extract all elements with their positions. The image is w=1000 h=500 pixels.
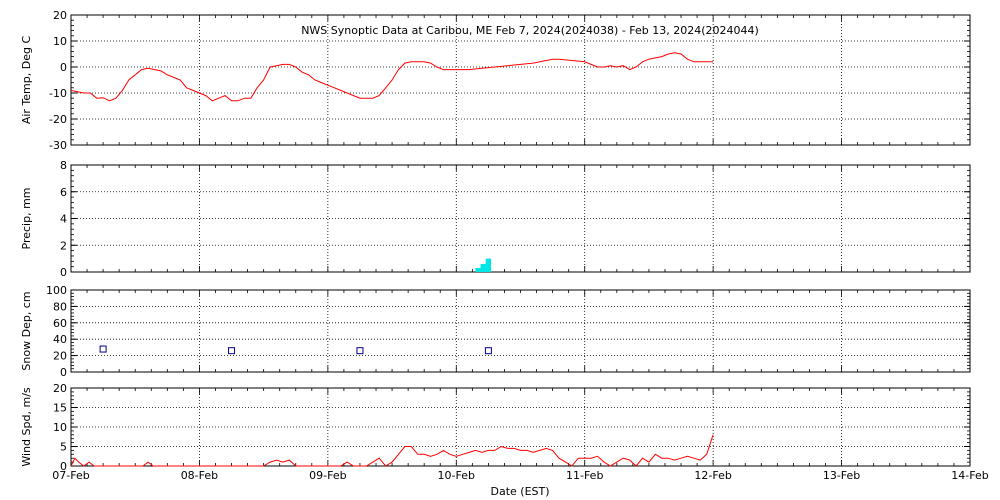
y-tick-label: 15	[53, 402, 67, 415]
y-tick-label: 4	[60, 213, 67, 226]
y-tick-label: 10	[53, 35, 67, 48]
y-tick-label: 0	[60, 61, 67, 74]
x-axis-label: Date (EST)	[490, 485, 549, 498]
y-tick-label: 100	[46, 284, 67, 297]
x-tick-label: 11-Feb	[566, 469, 603, 482]
snow-depth-point	[228, 347, 236, 355]
x-tick-label: 14-Feb	[951, 469, 988, 482]
panel-3: 0 5 10 15 20 Wind Spd, m/s	[20, 382, 971, 473]
panel-frame	[70, 387, 971, 467]
precip-bar	[485, 258, 492, 272]
x-tick-label: 12-Feb	[694, 469, 731, 482]
y-tick-label: -20	[49, 113, 67, 126]
y-tick-label: -10	[49, 87, 67, 100]
y-tick-label: 8	[60, 159, 67, 172]
x-tick-label: 13-Feb	[823, 469, 860, 482]
y-tick-label: 10	[53, 421, 67, 434]
y-axis-label: Snow Dep, cm	[20, 291, 33, 370]
x-tick-label: 10-Feb	[438, 469, 475, 482]
snow-depth-point	[356, 347, 364, 355]
y-tick-label: 20	[53, 350, 67, 363]
y-tick-label: 80	[53, 300, 67, 313]
y-tick-label: 40	[53, 333, 67, 346]
snow-depth-point	[99, 345, 107, 353]
precip-bar	[475, 267, 481, 272]
series-line	[70, 434, 714, 467]
panel-2: 0 20 40 60 80 100 Snow Dep, cm	[20, 284, 971, 379]
y-tick-label: 60	[53, 317, 67, 330]
y-tick-label: -30	[49, 139, 67, 152]
y-axis-label: Wind Spd, m/s	[20, 387, 33, 467]
panel-1: 0 2 4 6 8 Precip, mm	[20, 159, 971, 279]
series-line	[70, 52, 714, 102]
y-tick-label: 20	[53, 382, 67, 395]
panel-0: -30 -20 -10 0 10 20 Air Temp, Deg C	[20, 9, 971, 152]
y-tick-label: 20	[53, 9, 67, 22]
snow-depth-point	[484, 347, 492, 355]
y-tick-label: 0	[60, 266, 67, 279]
y-tick-label: 5	[60, 441, 67, 454]
y-tick-label: 0	[60, 460, 67, 473]
panel-frame	[70, 14, 971, 146]
x-tick-label: 09-Feb	[309, 469, 346, 482]
panel-frame	[70, 164, 971, 273]
y-tick-label: 0	[60, 366, 67, 379]
chart-panels: -30 -20 -10 0 10 20 Air Temp, Deg C 0 2 4 6 8 Precip…	[20, 9, 971, 473]
y-axis-label: Precip, mm	[20, 188, 33, 250]
x-axis: 07-Feb 08-Feb 09-Feb 10-Feb 11-Feb 12-Feb 13-F…	[52, 469, 988, 482]
x-tick-label: 08-Feb	[181, 469, 218, 482]
y-tick-label: 2	[60, 239, 67, 252]
panel-frame	[70, 289, 971, 373]
chart-title: NWS Synoptic Data at Caribou, ME Feb 7, …	[301, 24, 759, 37]
y-tick-label: 6	[60, 186, 67, 199]
precip-bar	[480, 263, 486, 272]
y-axis-label: Air Temp, Deg C	[20, 36, 33, 125]
x-tick-label: 07-Feb	[52, 469, 89, 482]
